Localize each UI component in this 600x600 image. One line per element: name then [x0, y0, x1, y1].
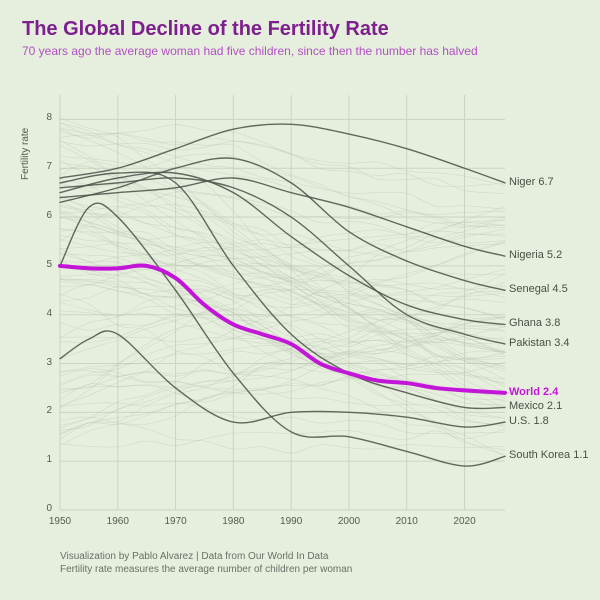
- end-label-mexico: Mexico 2.1: [509, 400, 562, 412]
- end-label-us: U.S. 1.8: [509, 415, 549, 427]
- end-label-pakistan: Pakistan 3.4: [509, 337, 570, 349]
- background-series: [60, 280, 505, 425]
- y-tick-label: 6: [32, 210, 52, 221]
- background-series: [60, 403, 505, 434]
- x-tick-label: 2010: [389, 516, 425, 527]
- x-tick-label: 1970: [158, 516, 194, 527]
- y-tick-label: 4: [32, 308, 52, 319]
- background-series: [60, 206, 505, 318]
- x-tick-label: 1960: [100, 516, 136, 527]
- y-tick-label: 8: [32, 112, 52, 123]
- background-series: [60, 229, 505, 299]
- background-series: [60, 183, 505, 320]
- background-series: [60, 234, 505, 277]
- end-label-ghana: Ghana 3.8: [509, 317, 560, 329]
- end-label-nigeria: Nigeria 5.2: [509, 249, 562, 261]
- y-tick-label: 5: [32, 259, 52, 270]
- background-series: [60, 129, 505, 367]
- chart-subtitle: 70 years ago the average woman had five …: [22, 44, 478, 58]
- y-axis-label: Fertility rate: [20, 128, 31, 180]
- y-tick-label: 3: [32, 357, 52, 368]
- end-label-world: World 2.4: [509, 386, 558, 398]
- end-label-senegal: Senegal 4.5: [509, 283, 568, 295]
- chart-root: The Global Decline of the Fertility Rate…: [0, 0, 600, 600]
- y-tick-label: 0: [32, 503, 52, 514]
- x-tick-label: 1980: [215, 516, 251, 527]
- end-label-niger: Niger 6.7: [509, 176, 554, 188]
- y-tick-label: 2: [32, 405, 52, 416]
- footer-definition: Fertility rate measures the average numb…: [60, 563, 352, 576]
- y-tick-label: 1: [32, 454, 52, 465]
- end-label-southkorea: South Korea 1.1: [509, 449, 589, 461]
- background-series: [60, 429, 505, 447]
- x-tick-label: 2020: [447, 516, 483, 527]
- background-series: [60, 274, 505, 428]
- chart-title: The Global Decline of the Fertility Rate: [22, 18, 389, 41]
- x-tick-label: 2000: [331, 516, 367, 527]
- footer-attribution: Visualization by Pablo Alvarez | Data fr…: [60, 550, 352, 563]
- x-tick-label: 1950: [42, 516, 78, 527]
- background-series: [60, 162, 505, 275]
- chart-footer: Visualization by Pablo Alvarez | Data fr…: [60, 550, 352, 576]
- y-tick-label: 7: [32, 161, 52, 172]
- chart-svg: [0, 0, 600, 600]
- x-tick-label: 1990: [273, 516, 309, 527]
